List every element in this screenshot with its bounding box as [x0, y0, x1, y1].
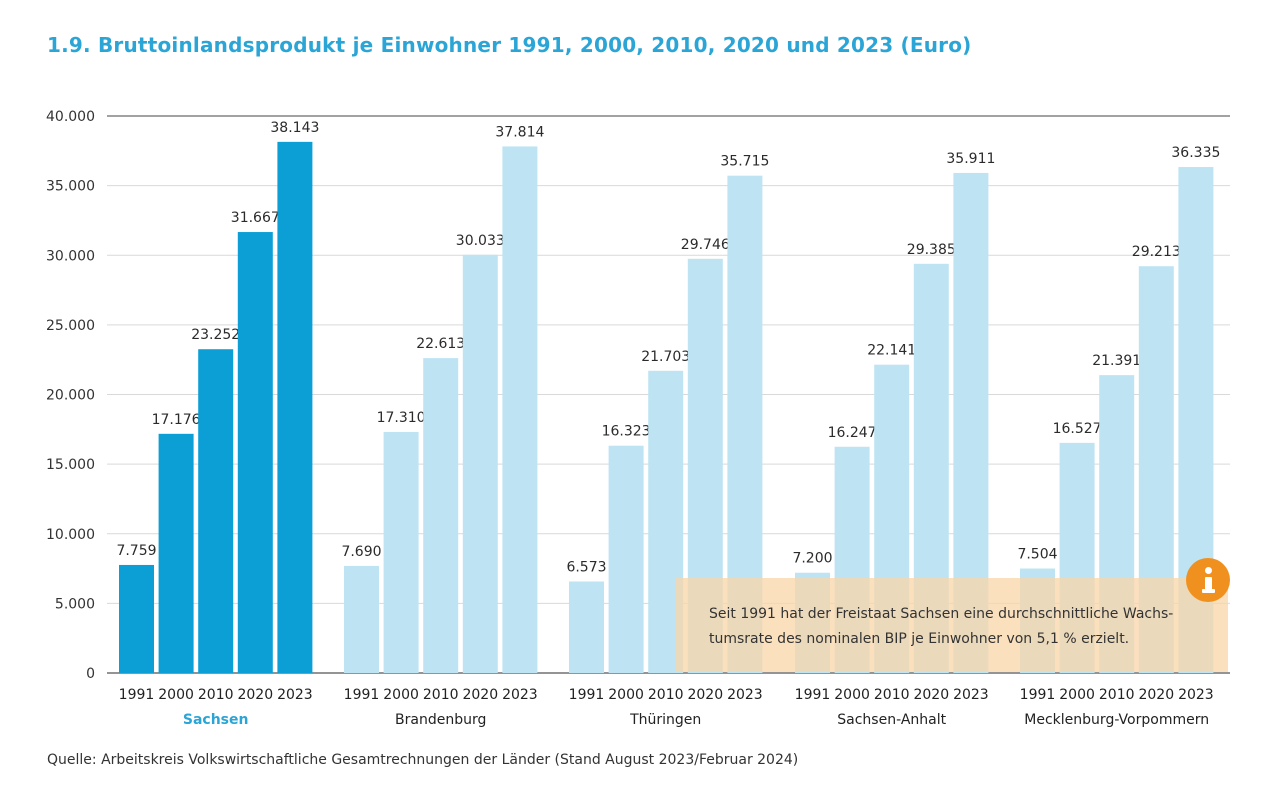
y-tick-label: 40.000	[46, 109, 95, 125]
data-label: 7.690	[341, 544, 381, 560]
x-tick-label: 2010	[423, 687, 459, 703]
y-tick-label: 35.000	[46, 179, 95, 195]
chart-title: 1.9. Bruttoinlandsprodukt je Einwohner 1…	[47, 33, 972, 57]
x-tick-label: 1991	[344, 687, 380, 703]
y-tick-label: 15.000	[46, 457, 95, 473]
data-label: 7.200	[792, 551, 832, 567]
data-label: 29.213	[1132, 244, 1181, 260]
data-label: 16.247	[828, 425, 877, 441]
y-axis: 0 5.000 10.000 15.000 20.000 25.000 30.000 35.0…	[46, 109, 95, 682]
x-tick-label: 2023	[727, 687, 763, 703]
data-label: 22.141	[867, 343, 916, 359]
y-tick-label: 25.000	[46, 318, 95, 334]
category-label: Mecklenburg-Vorpommern	[1024, 712, 1209, 728]
x-tick-label: 1991	[569, 687, 605, 703]
x-tick-label: 2000	[834, 687, 870, 703]
data-label: 17.176	[152, 412, 201, 428]
x-tick-label: 2010	[648, 687, 684, 703]
x-tick-label: 2000	[158, 687, 194, 703]
data-label: 21.703	[641, 349, 690, 365]
data-label: 6.573	[566, 559, 606, 575]
x-tick-label: 2023	[953, 687, 989, 703]
bar	[344, 565, 379, 673]
bar	[158, 433, 194, 673]
data-label: 35.911	[946, 151, 995, 167]
bar	[423, 358, 459, 673]
data-label: 29.746	[681, 237, 730, 253]
bar	[383, 431, 419, 673]
data-label: 21.391	[1092, 353, 1141, 369]
data-label: 7.504	[1017, 547, 1057, 563]
x-tick-label: 2000	[1059, 687, 1095, 703]
bar	[462, 254, 498, 674]
data-label: 17.310	[377, 410, 426, 426]
x-tick-label: 2010	[198, 687, 234, 703]
data-label: 22.613	[416, 336, 465, 352]
category-label: Thüringen	[629, 712, 701, 728]
info-text-line-2: tumsrate des nominalen BIP je Einwohner …	[709, 631, 1130, 647]
info-icon	[1186, 558, 1230, 602]
source-note: Quelle: Arbeitskreis Volkswirtschaftlich…	[47, 752, 799, 768]
data-label: 31.667	[231, 210, 280, 226]
x-tick-label: 2020	[462, 687, 498, 703]
data-label: 38.143	[270, 120, 319, 136]
data-label: 29.385	[907, 242, 956, 258]
info-text-line-1: Seit 1991 hat der Freistaat Sachsen eine…	[709, 606, 1174, 622]
x-tick-label: 1991	[119, 687, 155, 703]
bar	[119, 564, 154, 673]
bar	[569, 581, 604, 673]
data-label: 16.527	[1053, 421, 1102, 437]
data-label: 7.759	[116, 543, 156, 559]
x-tick-label: 2023	[1178, 687, 1214, 703]
x-tick-label: 2020	[237, 687, 273, 703]
bar	[198, 349, 234, 673]
data-label: 35.715	[720, 154, 769, 170]
x-tick-label: 2020	[1138, 687, 1174, 703]
category-label: Sachsen	[183, 712, 249, 728]
bar	[277, 141, 313, 674]
category-label: Brandenburg	[395, 712, 486, 728]
x-tick-label: 2020	[687, 687, 723, 703]
bar	[502, 146, 538, 673]
x-tick-label: 2010	[1099, 687, 1135, 703]
y-tick-label: 30.000	[46, 248, 95, 264]
x-tick-label: 2010	[874, 687, 910, 703]
data-label: 37.814	[495, 124, 544, 140]
x-tick-label: 2023	[502, 687, 538, 703]
data-label: 16.323	[602, 424, 651, 440]
x-tick-label: 2023	[277, 687, 313, 703]
info-box: Seit 1991 hat der Freistaat Sachsen eine…	[676, 578, 1228, 672]
y-tick-label: 20.000	[46, 388, 95, 404]
x-tick-label: 2000	[608, 687, 644, 703]
x-tick-label: 2020	[913, 687, 949, 703]
x-tick-label: 1991	[1020, 687, 1056, 703]
category-label: Sachsen-Anhalt	[837, 712, 946, 728]
bar	[608, 445, 644, 673]
x-tick-label: 1991	[795, 687, 831, 703]
data-label: 36.335	[1171, 145, 1220, 161]
y-tick-label: 0	[86, 666, 95, 682]
y-tick-label: 10.000	[46, 527, 95, 543]
bar	[237, 232, 273, 673]
data-label: 30.033	[456, 233, 505, 249]
x-tick-label: 2000	[383, 687, 419, 703]
data-label: 23.252	[191, 327, 240, 343]
y-tick-label: 5.000	[55, 596, 95, 612]
